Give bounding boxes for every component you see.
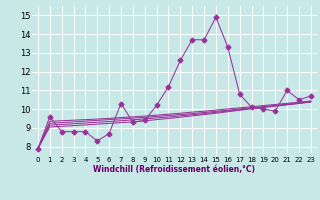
X-axis label: Windchill (Refroidissement éolien,°C): Windchill (Refroidissement éolien,°C) [93,165,255,174]
